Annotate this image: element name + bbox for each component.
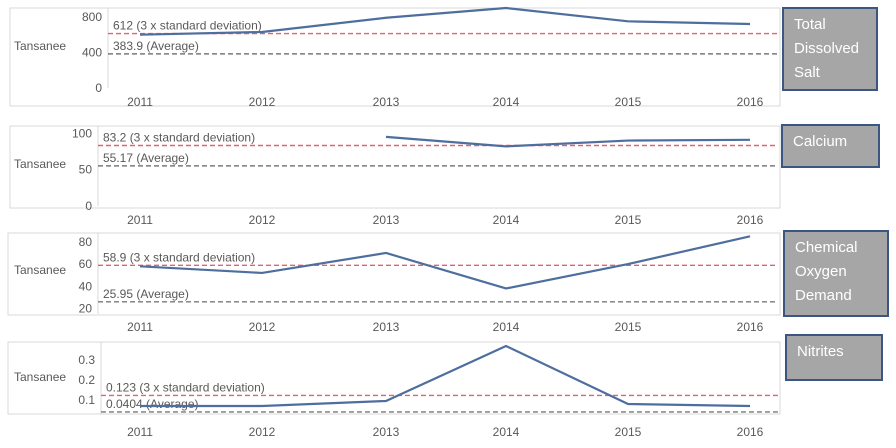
annotation-average: 55.17 (Average) <box>103 151 189 165</box>
x-tick-label: 2014 <box>493 320 520 334</box>
chart-panel-2: Tansanee 0 50 100 2011 2012 2013 2014 2015 2016 83… <box>9 125 781 227</box>
x-tick-label: 2013 <box>373 213 400 227</box>
series-line <box>139 235 751 290</box>
x-tick-label: 2012 <box>249 95 276 109</box>
panel-frame <box>7 341 781 415</box>
annotation-average: 0.0404 (Average) <box>106 397 199 411</box>
x-tick-label: 2016 <box>737 320 764 334</box>
annotation-average: 383.9 (Average) <box>113 39 199 53</box>
x-tick-label: 2016 <box>737 213 764 227</box>
x-tick-label: 2015 <box>615 320 642 334</box>
badge-total-dissolved-salt: Total Dissolved Salt <box>782 7 878 91</box>
y-tick-label: 0 <box>85 199 92 213</box>
y-tick-label: 100 <box>72 126 92 140</box>
x-tick-label: 2011 <box>127 425 153 439</box>
y-tick-label: 0.1 <box>78 393 95 407</box>
panel-frame <box>7 232 781 316</box>
x-tick-label: 2015 <box>615 213 642 227</box>
annotation-3sd: 58.9 (3 x standard deviation) <box>103 250 255 264</box>
series-line <box>385 135 751 148</box>
y-axis-label: Tansanee <box>14 39 66 53</box>
x-tick-label: 2013 <box>373 425 400 439</box>
x-tick-label: 2015 <box>615 95 642 109</box>
badge-chemical-oxygen-demand: Chemical Oxygen Demand <box>783 230 889 317</box>
x-tick-label: 2011 <box>127 95 153 109</box>
x-tick-label: 2011 <box>127 213 153 227</box>
y-tick-label: 0.2 <box>78 373 95 387</box>
x-tick-label: 2014 <box>493 213 520 227</box>
annotation-average: 25.95 (Average) <box>103 287 189 301</box>
chart-panel-3: Tansanee 20 40 60 80 2011 2012 2013 2014 2015 2016… <box>7 232 781 334</box>
chart-panel-1: Tansanee 0 400 800 2011 2012 2013 2014 2015 2016 6… <box>9 6 781 109</box>
x-tick-label: 2012 <box>249 425 276 439</box>
x-tick-label: 2013 <box>373 95 400 109</box>
series-line <box>140 344 751 408</box>
x-tick-label: 2016 <box>737 95 764 109</box>
x-tick-label: 2016 <box>737 425 764 439</box>
badge-calcium: Calcium <box>781 124 880 168</box>
series-line <box>139 6 751 36</box>
annotation-3sd: 612 (3 x standard deviation) <box>113 19 262 33</box>
y-tick-label: 20 <box>79 301 93 315</box>
y-tick-label: 50 <box>79 163 93 177</box>
y-tick-label: 0.3 <box>78 353 95 367</box>
y-axis-label: Tansanee <box>14 157 66 171</box>
y-tick-label: 80 <box>79 235 93 249</box>
y-axis-label: Tansanee <box>14 263 66 277</box>
y-tick-label: 400 <box>82 45 102 59</box>
y-tick-label: 0 <box>95 81 102 95</box>
annotation-3sd: 83.2 (3 x standard deviation) <box>103 130 255 144</box>
y-axis-label: Tansanee <box>14 370 66 384</box>
x-tick-label: 2014 <box>493 95 520 109</box>
x-tick-label: 2012 <box>249 320 276 334</box>
chart-panel-4: Tansanee 0.1 0.2 0.3 2011 2012 2013 2014 2015 201… <box>7 341 781 439</box>
panel-frame <box>9 7 781 107</box>
y-tick-label: 40 <box>79 279 93 293</box>
x-tick-label: 2012 <box>249 213 276 227</box>
x-tick-label: 2011 <box>127 320 153 334</box>
y-tick-label: 800 <box>82 10 102 24</box>
panel-frame <box>9 125 781 209</box>
y-tick-label: 60 <box>79 257 93 271</box>
annotation-3sd: 0.123 (3 x standard deviation) <box>106 380 265 394</box>
x-tick-label: 2015 <box>615 425 642 439</box>
badge-nitrites: Nitrites <box>785 334 883 381</box>
x-tick-label: 2014 <box>493 425 520 439</box>
x-tick-label: 2013 <box>373 320 400 334</box>
